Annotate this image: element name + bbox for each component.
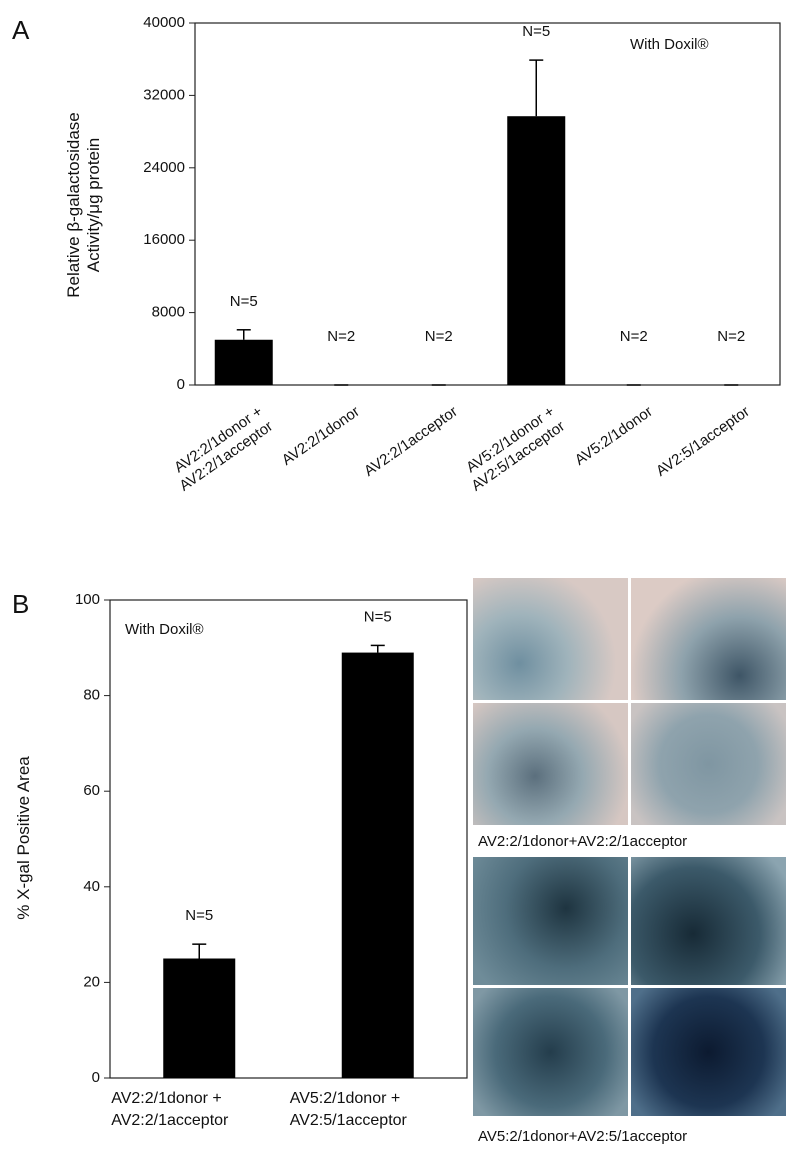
y-tick-label: 0 [92,1069,100,1086]
bar [507,116,566,385]
micrograph [473,857,628,985]
n-label: N=2 [620,328,648,345]
y-tick-label: 100 [75,591,100,608]
micrograph-caption: AV2:2/1donor+AV2:2/1acceptor [478,833,688,850]
y-tick-label: 16000 [143,231,185,248]
micrograph [473,578,628,700]
y-tick-label: 60 [83,782,100,799]
bar [214,339,273,385]
micrograph [473,703,628,825]
micrograph [631,578,786,700]
n-label: N=5 [185,907,213,924]
micrograph-caption: AV5:2/1donor+AV2:5/1acceptor [478,1128,688,1145]
x-tick-label: AV2:2/1donor + AV2:2/1acceptor [111,1090,229,1129]
y-tick-label: 20 [83,973,100,990]
n-label: N=5 [230,293,258,310]
plot-frame [194,22,781,386]
micrograph [473,988,628,1116]
y-axis-label: % X-gal Positive Area [14,756,33,920]
bar [341,652,414,1078]
n-label: N=2 [717,328,745,345]
y-tick-label: 40 [83,878,100,895]
n-label: N=5 [522,23,550,40]
y-tick-label: 0 [177,376,185,393]
n-label: N=2 [327,328,355,345]
y-tick-label: 8000 [152,304,185,321]
y-tick-label: 32000 [143,86,185,103]
micrograph [631,988,786,1116]
panel-label: B [12,589,29,619]
x-tick-label: AV5:2/1donor + AV2:5/1acceptor [289,1090,407,1129]
annotation: With Doxil® [125,621,204,638]
plot-frame [109,599,468,1079]
y-tick-label: 24000 [143,159,185,176]
n-label: N=2 [425,328,453,345]
n-label: N=5 [364,608,392,625]
panel-label: A [12,15,30,45]
y-axis-label: Relative β-galactosidase Activity/μg pro… [64,112,103,298]
micrograph [631,857,786,985]
y-tick-label: 40000 [143,14,185,31]
annotation: With Doxil® [630,36,709,53]
micrograph [631,703,786,825]
y-tick-label: 80 [83,687,100,704]
bar [163,958,236,1078]
